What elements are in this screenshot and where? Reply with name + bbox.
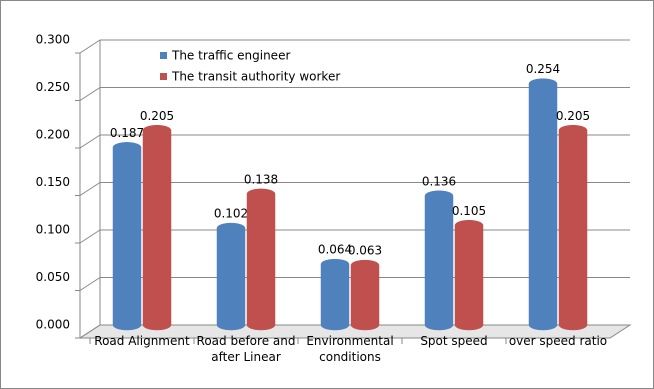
x-tick-label: over speed ratio [508,334,608,348]
bar-top [559,125,587,136]
bar [558,125,588,331]
bar [246,188,276,331]
bar-top [321,259,349,270]
y-tick-label: 0.200 [36,128,70,142]
grid-slant [79,324,101,339]
x-tick-label: Spot speed [420,334,488,348]
bar-top [455,220,483,231]
bar [216,222,246,331]
value-label: 0.205 [556,109,590,123]
bar-top [113,142,141,153]
y-tick-label: 0.000 [36,318,70,332]
value-label: 0.205 [140,109,174,123]
bar-top [425,190,453,201]
value-label: 0.105 [452,204,486,218]
grid-slant [79,39,101,54]
y-tick-label: 0.250 [36,80,70,94]
value-label: 0.063 [348,244,382,258]
legend-label: The traffic engineer [171,49,290,63]
bar [528,78,558,331]
bar [112,142,142,331]
x-tick-label: Road before and after Linear [196,334,296,364]
y-tick-label: 0.150 [36,175,70,189]
grid-slant [79,229,101,244]
value-label: 0.187 [110,126,144,140]
value-label: 0.064 [318,243,352,257]
value-label: 0.102 [214,207,248,221]
bar-top [247,188,275,199]
bar [142,125,172,331]
y-tick-label: 0.050 [36,270,70,284]
legend-swatch [160,52,167,59]
bar-top [217,223,245,234]
value-label: 0.138 [244,172,278,186]
bar [320,258,350,331]
y-tick-label: 0.100 [36,223,70,237]
bar [424,190,454,331]
grid-slant [79,87,101,101]
bar [454,220,484,331]
bar-top [351,260,379,271]
legend-label: The transit authority worker [171,70,340,84]
grid-slant [79,134,101,149]
bar-top [143,125,171,136]
y-tick-label: 0.300 [36,33,70,47]
x-tick-label: Environmental conditions [306,334,394,364]
legend-swatch [160,73,167,80]
grid-slant [79,182,101,196]
value-label: 0.254 [526,62,560,76]
x-tick-label: Road Alignment [94,334,190,348]
bar [350,259,380,331]
grid-slant [79,277,101,291]
value-label: 0.136 [422,174,456,188]
bar-top [529,78,557,89]
